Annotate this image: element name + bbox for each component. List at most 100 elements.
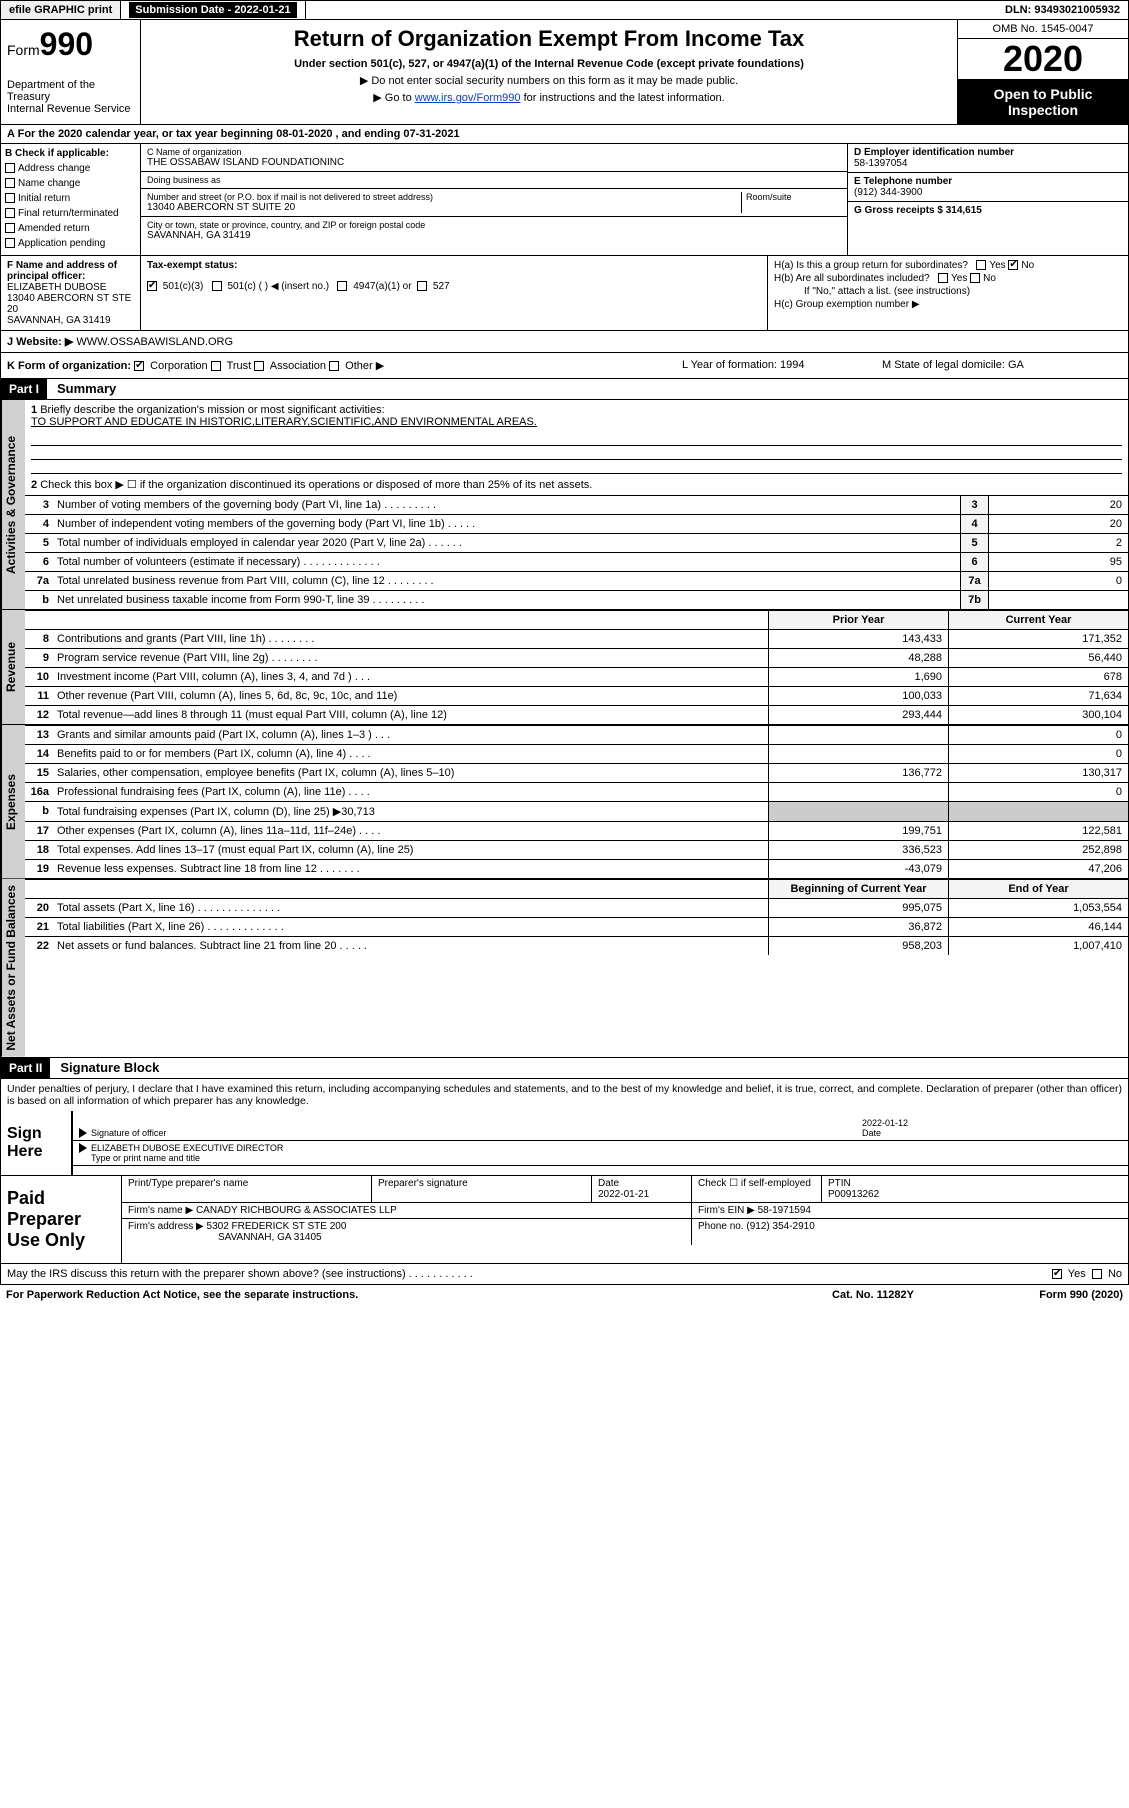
line-17: 17Other expenses (Part IX, column (A), l… [25, 821, 1128, 840]
line-b: bNet unrelated business taxable income f… [25, 590, 1128, 609]
website-row: J Website: ▶ WWW.OSSABAWISLAND.ORG [0, 331, 1129, 353]
line-4: 4Number of independent voting members of… [25, 514, 1128, 533]
open-to-public: Open to PublicInspection [958, 80, 1128, 124]
check-initial[interactable]: Initial return [5, 191, 136, 206]
hb-line: H(b) Are all subordinates included? Yes … [774, 273, 1122, 284]
check-501c3[interactable] [147, 281, 157, 291]
addr-lbl: Number and street (or P.O. box if mail i… [147, 192, 741, 202]
discuss-row: May the IRS discuss this return with the… [0, 1264, 1129, 1285]
line-12: 12Total revenue—add lines 8 through 11 (… [25, 705, 1128, 724]
org-city: SAVANNAH, GA 31419 [147, 230, 251, 241]
gross-receipts: G Gross receipts $ 314,615 [854, 205, 982, 216]
line-5: 5Total number of individuals employed in… [25, 533, 1128, 552]
form-subtitle: Under section 501(c), 527, or 4947(a)(1)… [151, 58, 947, 70]
arrow-icon [79, 1143, 87, 1153]
line-16a: 16aProfessional fundraising fees (Part I… [25, 782, 1128, 801]
firm-ein: 58-1971594 [758, 1205, 811, 1216]
check-final[interactable]: Final return/terminated [5, 206, 136, 221]
dept-treasury: Department of the Treasury [7, 79, 134, 103]
form990-link[interactable]: www.irs.gov/Form990 [415, 92, 521, 104]
tel-value: (912) 344-3900 [854, 187, 922, 198]
tel-lbl: E Telephone number [854, 176, 952, 187]
instructions-line: ▶ Go to www.irs.gov/Form990 for instruct… [151, 91, 947, 104]
line-18: 18Total expenses. Add lines 13–17 (must … [25, 840, 1128, 859]
hdr-current: Current Year [948, 611, 1128, 629]
sig-officer-lbl: Signature of officer [91, 1128, 862, 1138]
check-address[interactable]: Address change [5, 161, 136, 176]
discuss-yes[interactable] [1052, 1269, 1062, 1279]
check-other[interactable] [329, 361, 339, 371]
check-501c[interactable] [212, 281, 222, 291]
self-employed-check[interactable]: Check ☐ if self-employed [692, 1176, 822, 1202]
irs-label: Internal Revenue Service [7, 103, 134, 115]
q1: 1 Briefly describe the organization's mi… [25, 400, 1128, 432]
officer-addr1: 13040 ABERCORN ST STE 20 [7, 293, 131, 315]
hc-line: H(c) Group exemption number ▶ [774, 299, 1122, 310]
part1-title: Summary [47, 381, 116, 396]
check-pending[interactable]: Application pending [5, 236, 136, 251]
ein-value: 58-1397054 [854, 158, 907, 169]
section-f-i: F Name and address of principal officer:… [0, 256, 1129, 331]
perjury-text: Under penalties of perjury, I declare th… [1, 1079, 1128, 1111]
check-amended[interactable]: Amended return [5, 221, 136, 236]
state-domicile: M State of legal domicile: GA [882, 359, 1122, 372]
officer-name: ELIZABETH DUBOSE [7, 282, 106, 293]
part2: Part IISignature Block Under penalties o… [0, 1058, 1129, 1264]
form-title: Return of Organization Exempt From Incom… [151, 26, 947, 52]
ein-lbl: D Employer identification number [854, 147, 1014, 158]
hdr-end: End of Year [948, 880, 1128, 898]
officer-printed-name: ELIZABETH DUBOSE EXECUTIVE DIRECTOR [91, 1143, 283, 1153]
part1-num: Part I [1, 379, 47, 399]
omb-number: OMB No. 1545-0047 [958, 20, 1128, 39]
org-name: THE OSSABAW ISLAND FOUNDATIONINC [147, 157, 344, 168]
line-7a: 7aTotal unrelated business revenue from … [25, 571, 1128, 590]
vtab-netassets: Net Assets or Fund Balances [1, 879, 25, 1057]
pra-notice: For Paperwork Reduction Act Notice, see … [6, 1289, 773, 1301]
line-13: 13Grants and similar amounts paid (Part … [25, 725, 1128, 744]
dln: DLN: 93493021005932 [997, 1, 1128, 19]
firm-addr2: SAVANNAH, GA 31405 [128, 1232, 322, 1243]
officer-lbl: F Name and address of principal officer: [7, 260, 117, 282]
dba-lbl: Doing business as [147, 175, 841, 185]
check-527[interactable] [417, 281, 427, 291]
city-lbl: City or town, state or province, country… [147, 220, 841, 230]
vtab-revenue: Revenue [1, 610, 25, 724]
paid-preparer-lbl: Paid Preparer Use Only [1, 1176, 121, 1263]
line-21: 21Total liabilities (Part X, line 26) . … [25, 917, 1128, 936]
check-assoc[interactable] [254, 361, 264, 371]
hdr-beg: Beginning of Current Year [768, 880, 948, 898]
line-8: 8Contributions and grants (Part VIII, li… [25, 629, 1128, 648]
discuss-no[interactable] [1092, 1269, 1102, 1279]
check-4947[interactable] [337, 281, 347, 291]
line-19: 19Revenue less expenses. Subtract line 1… [25, 859, 1128, 878]
org-address: 13040 ABERCORN ST SUITE 20 [147, 202, 295, 213]
submission-date: Submission Date - 2022-01-21 [129, 2, 296, 18]
line-20: 20Total assets (Part X, line 16) . . . .… [25, 898, 1128, 917]
website-url[interactable]: WWW.OSSABAWISLAND.ORG [76, 336, 233, 348]
line-11: 11Other revenue (Part VIII, column (A), … [25, 686, 1128, 705]
firm-addr1: 5302 FREDERICK ST STE 200 [207, 1221, 347, 1232]
check-trust[interactable] [211, 361, 221, 371]
line-9: 9Program service revenue (Part VIII, lin… [25, 648, 1128, 667]
efile-label[interactable]: efile GRAPHIC print [1, 1, 121, 19]
form-number: Form990 [7, 26, 134, 63]
prep-sig-lbl: Preparer's signature [372, 1176, 592, 1202]
sig-date: 2022-01-12 [862, 1118, 908, 1128]
line-b: bTotal fundraising expenses (Part IX, co… [25, 801, 1128, 821]
footer: For Paperwork Reduction Act Notice, see … [0, 1285, 1129, 1305]
tax-exempt-lbl: Tax-exempt status: [147, 260, 761, 271]
line-14: 14Benefits paid to or for members (Part … [25, 744, 1128, 763]
check-name[interactable]: Name change [5, 176, 136, 191]
check-corp[interactable] [134, 361, 144, 371]
cat-no: Cat. No. 11282Y [773, 1289, 973, 1301]
form-footer: Form 990 (2020) [973, 1289, 1123, 1301]
line-3: 3Number of voting members of the governi… [25, 495, 1128, 514]
part2-title: Signature Block [50, 1060, 159, 1075]
sign-here-lbl: Sign Here [1, 1111, 71, 1175]
korg-row: K Form of organization: Corporation Trus… [0, 353, 1129, 379]
q2: 2 Check this box ▶ ☐ if the organization… [25, 474, 1128, 495]
part1: Part ISummary Activities & Governance 1 … [0, 379, 1129, 1058]
ha-line: H(a) Is this a group return for subordin… [774, 260, 1122, 271]
prep-name-lbl: Print/Type preparer's name [122, 1176, 372, 1202]
part2-num: Part II [1, 1058, 50, 1078]
